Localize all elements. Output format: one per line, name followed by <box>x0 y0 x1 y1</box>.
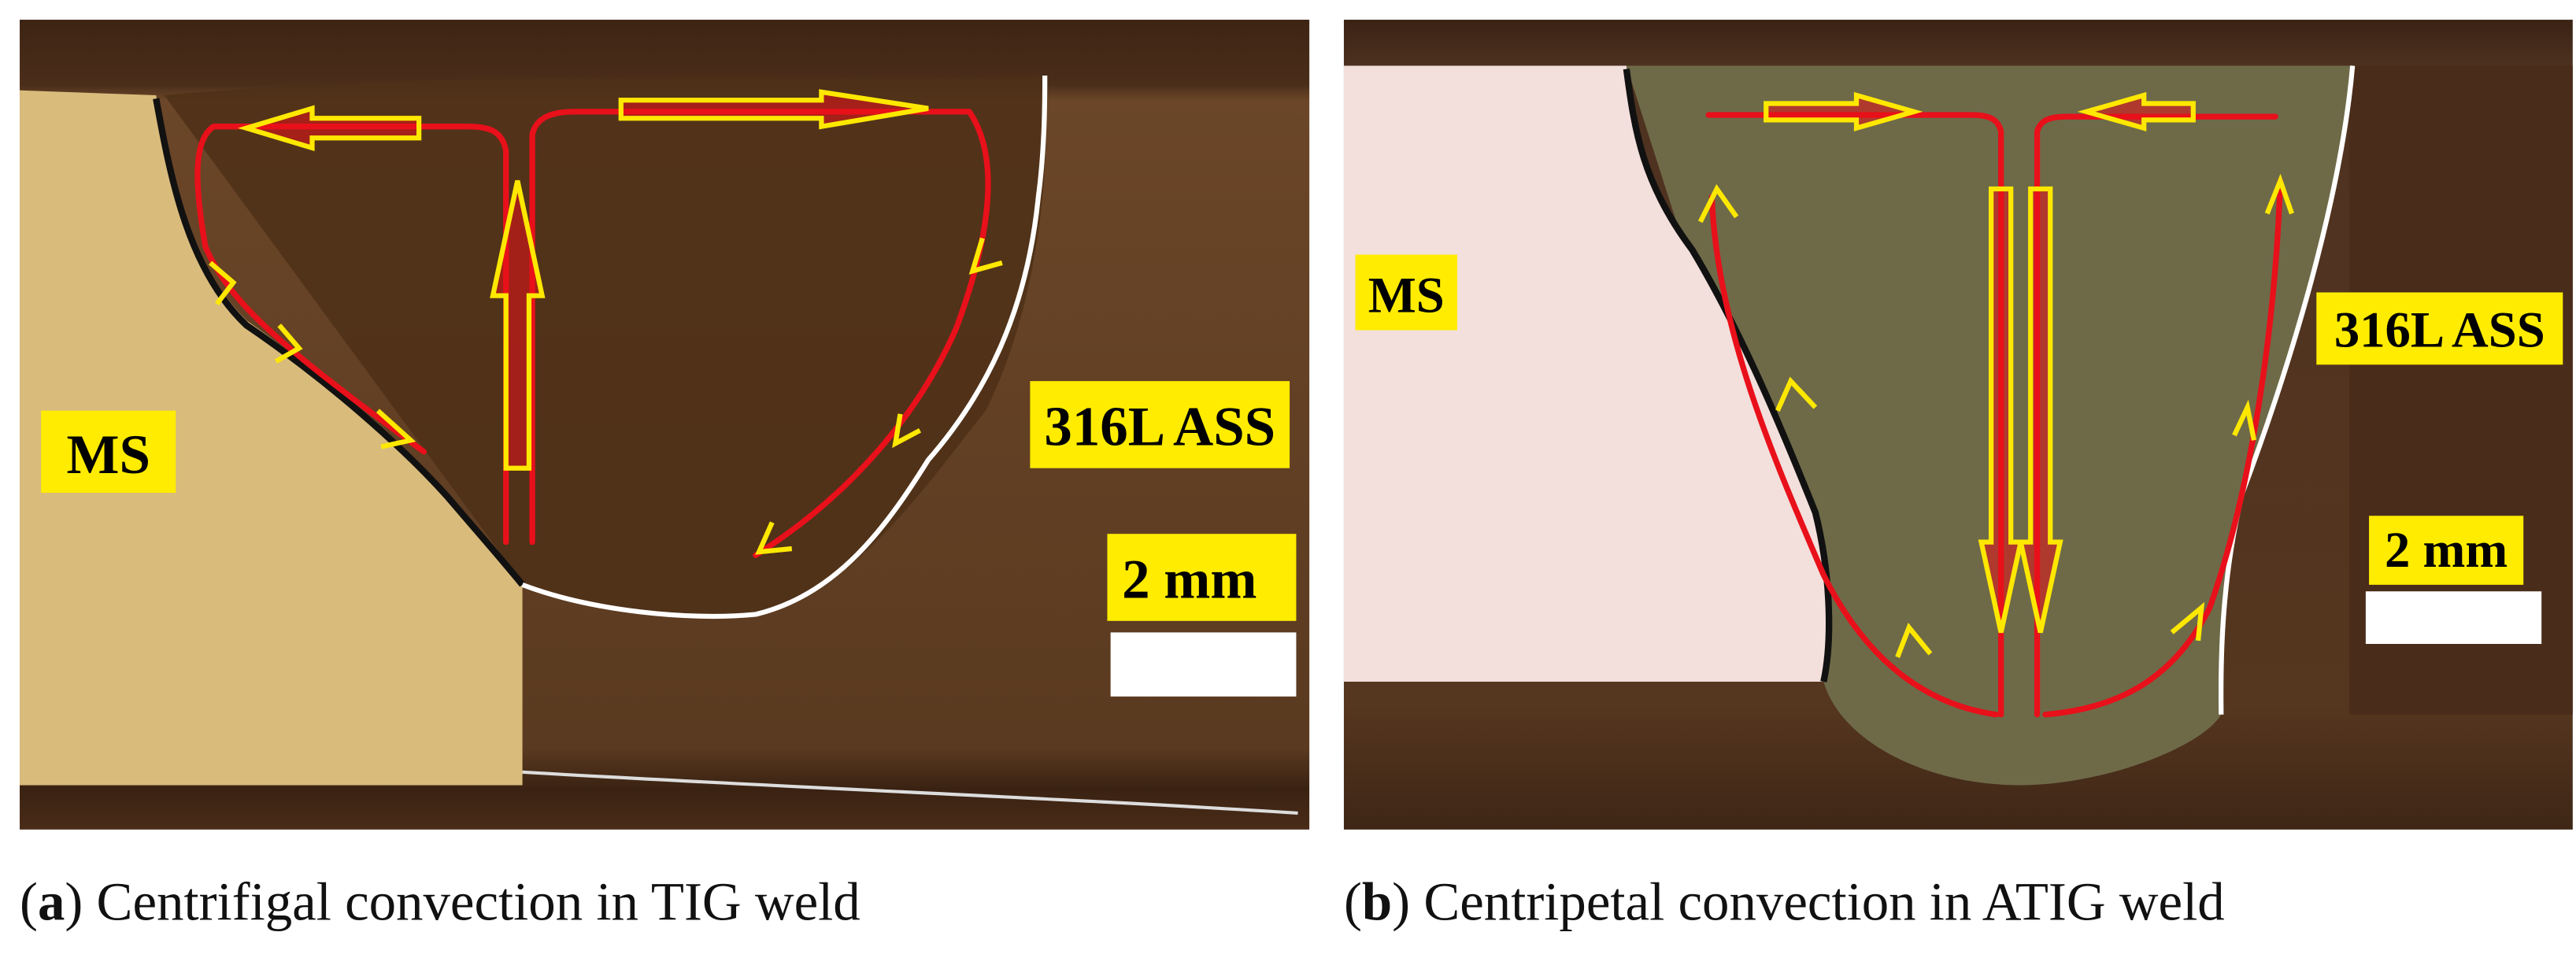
base-metal <box>20 90 523 786</box>
weld-metal-label: 316L ASS <box>1044 397 1275 458</box>
caption-letter: a <box>38 872 65 932</box>
caption-text: ) Centripetal convection in ATIG weld <box>1392 872 2224 932</box>
scale-bar <box>2365 591 2542 645</box>
flow-arrow <box>2077 91 2196 131</box>
label-box <box>41 410 176 494</box>
label-box <box>2369 516 2524 585</box>
caption-open: ( <box>1344 872 1362 932</box>
scale-bar <box>1110 632 1297 697</box>
edge <box>522 770 1298 816</box>
fusion-line <box>1623 68 1833 682</box>
weld-pool <box>164 75 1046 616</box>
fusion-line <box>521 75 1048 620</box>
caption-letter: b <box>1362 872 1392 932</box>
label-box <box>2316 292 2563 365</box>
label-box <box>1030 381 1290 468</box>
flow-chevron <box>1697 173 2294 658</box>
weld-metal-label: 316L ASS <box>2334 301 2545 357</box>
flow-arrow <box>618 89 929 130</box>
flow-arrow <box>238 105 422 152</box>
flow-arrow <box>2017 186 2063 634</box>
base-metal-label: MS <box>1368 266 1445 323</box>
base-metal-label: MS <box>67 424 150 486</box>
flow-chevron <box>209 237 1003 555</box>
flow-arrow <box>1764 91 1923 131</box>
scale-bar-label: 2 mm <box>2385 521 2508 578</box>
flow-line <box>194 124 509 546</box>
flow-arrow <box>490 179 546 471</box>
fusion-line <box>153 98 525 587</box>
flow-line <box>2042 177 2284 718</box>
panel-a: MS 316L ASS 2 mm (a) Centrifigal convect… <box>20 20 1310 932</box>
flow-arrow <box>1978 186 2024 634</box>
caption: (b) Centripetal convection in ATIG weld <box>1344 872 2225 932</box>
panel-b: MS 316L ASS 2 mm (b) Centripetal convect… <box>1343 20 2573 932</box>
flow-line <box>1705 112 2004 718</box>
label-box <box>1107 534 1297 621</box>
base-metal <box>1343 65 1830 682</box>
flow-line <box>1708 194 2000 718</box>
caption: (a) Centrifigal convection in TIG weld <box>20 872 861 932</box>
label-box <box>1355 254 1457 331</box>
caption-text: ) Centrifigal convection in TIG weld <box>65 872 860 932</box>
caption-open: ( <box>20 872 38 932</box>
scale-bar-label: 2 mm <box>1122 549 1257 611</box>
fusion-line <box>2218 65 2356 715</box>
flow-line <box>2034 113 2278 718</box>
